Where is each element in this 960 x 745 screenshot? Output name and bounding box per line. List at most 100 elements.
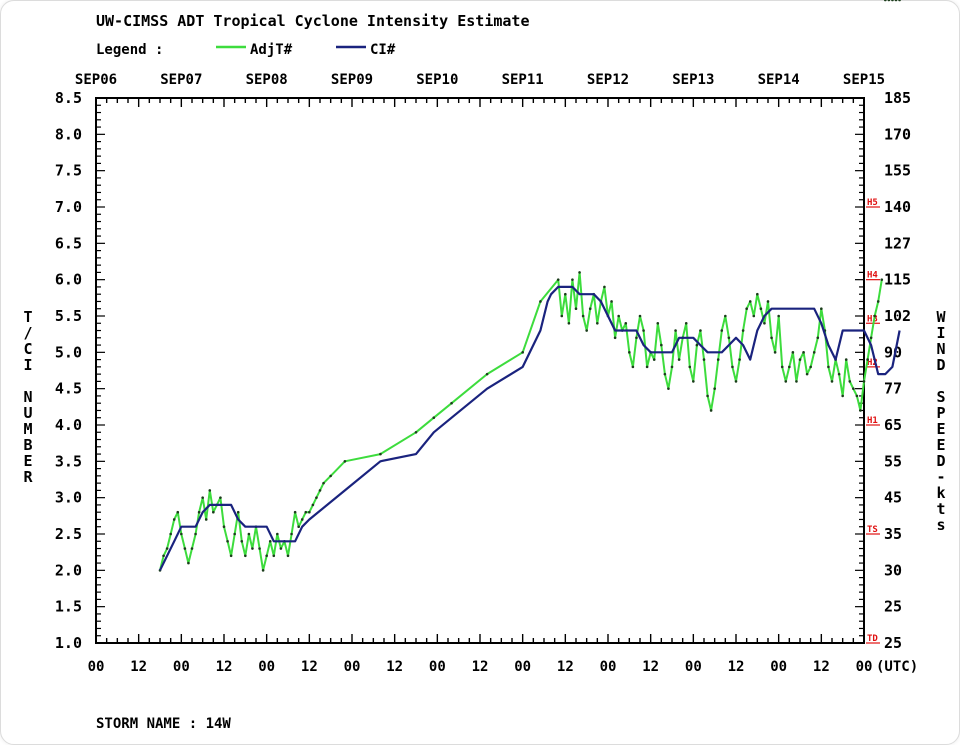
data-point	[578, 271, 581, 274]
series-line	[159, 285, 901, 571]
data-point	[318, 489, 322, 492]
data-point	[556, 278, 560, 281]
right-tick-label: 55	[884, 452, 902, 470]
right-tick-label: 25	[884, 598, 902, 616]
data-point	[414, 430, 418, 434]
axis-label-char: -	[936, 468, 945, 486]
axis-label-char: U	[23, 404, 32, 422]
y-tick-label: 2.0	[55, 561, 82, 579]
data-point	[684, 321, 688, 325]
storm-name: STORM NAME : 14W	[96, 716, 231, 732]
category-marker-label: TD	[867, 634, 878, 644]
axis-label-char: t	[936, 500, 945, 518]
data-point	[745, 307, 748, 311]
data-point	[759, 307, 763, 311]
x-hour-label: 12	[813, 659, 830, 675]
data-point	[162, 554, 165, 558]
x-hour-label: 12	[216, 659, 233, 675]
data-point	[894, 0, 898, 2]
data-point	[304, 510, 308, 514]
y-tick-label: 6.0	[55, 271, 82, 289]
data-point	[169, 532, 172, 536]
data-point	[688, 365, 692, 369]
data-point	[866, 358, 869, 361]
axis-label-char: D	[936, 452, 945, 470]
data-point	[859, 409, 862, 412]
category-marker-label: H5	[867, 198, 878, 208]
category-marker-label: H4	[867, 271, 878, 281]
data-point	[660, 343, 663, 347]
data-point	[692, 380, 695, 383]
data-point	[855, 394, 859, 398]
data-point	[596, 321, 599, 325]
data-point	[222, 525, 226, 529]
data-point	[635, 336, 638, 340]
data-point	[212, 510, 215, 514]
data-point	[208, 489, 212, 492]
data-point	[848, 380, 852, 383]
data-point	[645, 365, 649, 369]
right-tick-label: 90	[884, 343, 902, 361]
x-date-label: SEP13	[672, 72, 714, 88]
data-point	[311, 503, 315, 507]
x-date-label: SEP15	[843, 72, 885, 88]
data-point	[247, 532, 251, 536]
data-point	[290, 532, 293, 536]
data-point	[272, 554, 276, 558]
x-hour-label: 00	[429, 659, 446, 675]
data-point	[880, 278, 884, 281]
data-point	[610, 300, 613, 303]
data-point	[236, 510, 240, 514]
x-date-label: SEP09	[331, 72, 373, 88]
chart-title: UW-CIMSS ADT Tropical Cyclone Intensity …	[96, 12, 529, 30]
data-point	[780, 365, 784, 369]
data-point	[699, 329, 702, 332]
data-point	[258, 547, 261, 550]
data-point	[812, 351, 816, 354]
series-line	[159, 271, 883, 572]
data-point	[663, 372, 667, 376]
data-point	[791, 351, 795, 354]
data-point	[727, 336, 731, 340]
y-tick-label: 1.0	[55, 634, 82, 652]
axis-label-char: I	[936, 324, 945, 342]
data-point	[763, 321, 766, 325]
data-point	[293, 510, 297, 514]
data-point	[713, 387, 716, 390]
data-point	[656, 321, 660, 325]
data-point	[798, 358, 802, 361]
data-point	[852, 387, 855, 390]
data-point	[194, 532, 197, 536]
data-point	[279, 547, 283, 550]
data-point	[219, 496, 222, 499]
data-point	[251, 547, 254, 550]
data-point	[574, 307, 578, 311]
y-tick-label: 5.0	[55, 343, 82, 361]
x-hour-label: 12	[301, 659, 318, 675]
x-date-labels: SEP06 SEP07 SEP08 SEP09 SEP10 SEP11 SEP12 SEP13…	[75, 72, 885, 88]
data-point	[784, 380, 788, 383]
axis-label-char: C	[23, 340, 32, 358]
data-point	[748, 300, 752, 303]
data-point	[770, 336, 773, 340]
data-point	[642, 329, 645, 332]
y-tick-label: 3.5	[55, 452, 82, 470]
data-point	[766, 300, 770, 303]
data-point	[631, 365, 635, 369]
x-hour-label: 00	[173, 659, 190, 675]
data-point	[884, 0, 887, 2]
x-hour-label: 00	[770, 659, 787, 675]
x-hour-label: 12	[728, 659, 745, 675]
data-point	[628, 351, 631, 354]
axis-label-char: I	[23, 356, 32, 374]
data-point	[667, 387, 670, 390]
data-point	[837, 372, 841, 376]
x-hour-label: 12	[557, 659, 574, 675]
data-point	[432, 416, 436, 420]
data-point	[176, 510, 180, 514]
axis-label-char: N	[936, 340, 945, 358]
right-tick-label: 140	[884, 198, 911, 216]
data-point	[731, 365, 734, 369]
